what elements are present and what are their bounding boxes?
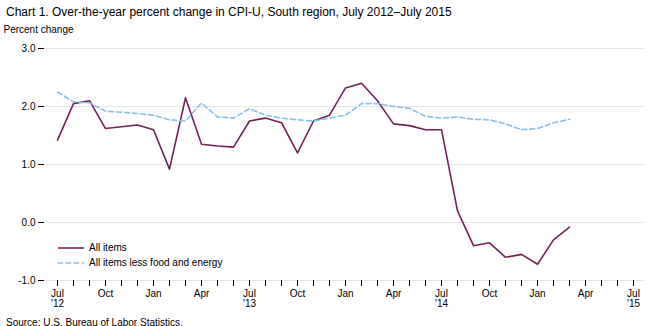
svg-text:Oct: Oct [98, 288, 114, 299]
svg-text:Oct: Oct [482, 288, 498, 299]
svg-text:Apr: Apr [578, 288, 594, 299]
html-text:All items: All items [89, 242, 127, 253]
svg-text:Percent change: Percent change [4, 24, 74, 35]
svg-text:0.0: 0.0 [22, 217, 36, 228]
svg-text:1.0: 1.0 [22, 159, 36, 170]
svg-text:Apr: Apr [194, 288, 210, 299]
svg-text:Jan: Jan [529, 288, 545, 299]
svg-text:Jul'13: Jul'13 [243, 288, 256, 309]
svg-text:Jan: Jan [145, 288, 161, 299]
html-text:Chart 1. Over-the-year percent: Chart 1. Over-the-year percent change in… [6, 5, 452, 19]
svg-text:Jul'12: Jul'12 [51, 288, 64, 309]
svg-text:Jan: Jan [337, 288, 353, 299]
svg-text:Apr: Apr [386, 288, 402, 299]
svg-text:Oct: Oct [290, 288, 306, 299]
svg-text:2.0: 2.0 [22, 101, 36, 112]
html-text:All items less food and energy: All items less food and energy [89, 257, 223, 268]
svg-text:-1.0: -1.0 [18, 275, 36, 286]
svg-text:Jul'14: Jul'14 [435, 288, 448, 309]
svg-text:3.0: 3.0 [22, 43, 36, 54]
svg-text:Jul'15: Jul'15 [627, 288, 640, 309]
